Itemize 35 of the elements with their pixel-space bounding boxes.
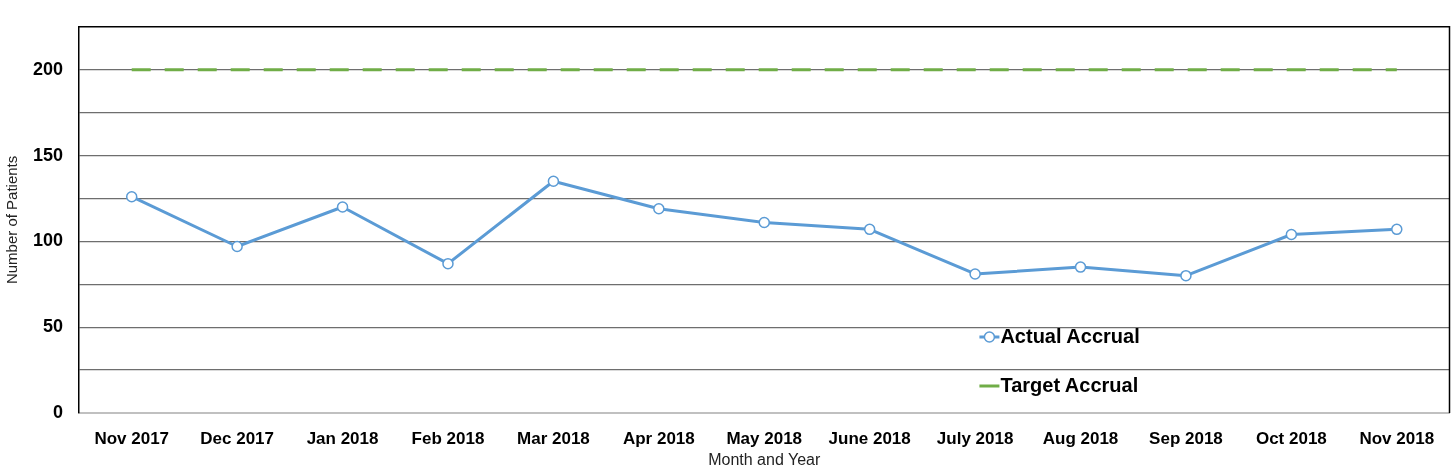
- point: [1180, 269, 1192, 282]
- y-axis-title: Number of Patients: [3, 155, 21, 285]
- point: [336, 201, 349, 213]
- point: [442, 257, 454, 270]
- x-tick-label: Apr 2018: [622, 428, 695, 448]
- x-tick-label: Mar 2018: [517, 428, 590, 448]
- point: [1391, 223, 1403, 236]
- x-axis-title: Month and Year: [708, 450, 821, 468]
- point: [863, 223, 876, 236]
- point: [231, 240, 243, 253]
- point: [653, 202, 665, 215]
- legend-label: Target Accrual: [1000, 373, 1139, 396]
- y-tick-label: 0: [52, 401, 63, 422]
- point: [1074, 261, 1087, 273]
- x-tick-label: Oct 2018: [1255, 428, 1327, 448]
- x-tick-label: Jan 2018: [306, 428, 379, 448]
- x-tick-label: July 2018: [936, 428, 1014, 448]
- x-tick-label: Nov 2017: [94, 428, 170, 448]
- y-tick-label: 100: [32, 230, 63, 251]
- x-tick-label: Feb 2018: [411, 428, 485, 448]
- y-tick-label: 200: [32, 58, 63, 79]
- x-tick-label: Nov 2018: [1359, 428, 1435, 448]
- x-tick-label: Dec 2017: [200, 428, 274, 448]
- x-tick-label: Aug 2018: [1042, 428, 1119, 448]
- point: [125, 190, 138, 203]
- x-tick-label: May 2018: [726, 428, 803, 448]
- point: [758, 216, 770, 229]
- y-tick-label: 150: [32, 144, 63, 165]
- x-tick-label: Sep 2018: [1149, 428, 1223, 448]
- point: [969, 268, 981, 280]
- y-tick-label: 50: [42, 316, 63, 337]
- point: [1285, 228, 1298, 241]
- x-tick-label: June 2018: [828, 428, 911, 448]
- legend-label: Actual Accrual: [1000, 324, 1140, 347]
- point: [547, 175, 560, 188]
